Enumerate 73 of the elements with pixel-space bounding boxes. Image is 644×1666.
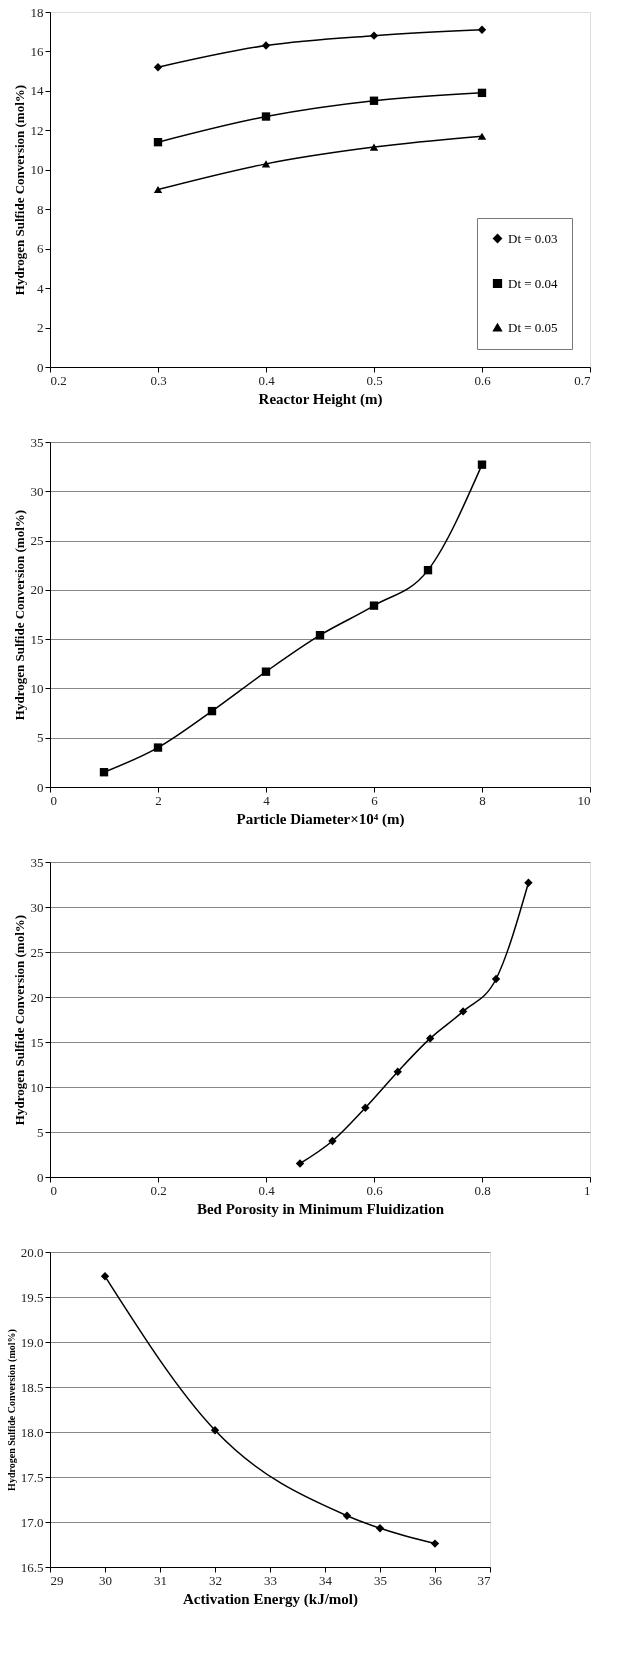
x-tick-label: 0.8: [474, 1182, 491, 1198]
x-tick-label: 37: [477, 1572, 491, 1588]
legend-label: Dt = 0.05: [508, 319, 558, 335]
y-tick-label: 35: [30, 434, 44, 450]
x-tick-label: 10: [577, 792, 591, 808]
x-tick-label: 0.2: [150, 1182, 167, 1198]
y-tick-label: 30: [30, 899, 44, 915]
y-tick-label: 6: [37, 241, 44, 257]
x-tick-label: 29: [50, 1572, 64, 1588]
x-tick-label: 0.6: [366, 1182, 384, 1198]
y-tick-label: 10: [30, 680, 44, 696]
y-tick-label: 15: [30, 1034, 44, 1050]
y-tick-label: 20: [30, 989, 44, 1005]
x-tick-label: 0.4: [258, 1182, 276, 1198]
y-tick-label: 25: [30, 944, 44, 960]
y-tick-label: 15: [30, 631, 44, 647]
legend-label: Dt = 0.04: [508, 275, 559, 291]
y-tick-label: 20: [30, 582, 44, 598]
y-tick-label: 16: [30, 43, 44, 59]
legend-label: Dt = 0.03: [508, 230, 558, 246]
y-tick-label: 25: [30, 533, 44, 549]
y-tick-label: 10: [30, 1079, 44, 1095]
point: [477, 460, 487, 469]
x-tick-label: 34: [319, 1572, 333, 1588]
x-tick-label: 0.5: [366, 372, 383, 388]
y-tick-label: 18.5: [20, 1379, 44, 1395]
y-tick-label: 17.0: [20, 1514, 44, 1530]
x-tick-label: 0.3: [150, 372, 167, 388]
y-tick-label: 2: [37, 320, 44, 336]
y-tick-label: 4: [37, 280, 44, 296]
x-axis-title: Reactor Height (m): [258, 390, 383, 408]
y-tick-label: 35: [30, 854, 44, 870]
y-tick-label: 17.5: [20, 1469, 44, 1485]
x-axis-title: Particle Diameter×10⁴ (m): [236, 810, 405, 828]
x-axis-title: Activation Energy (kJ/mol): [183, 1590, 358, 1608]
y-tick-label: 19.0: [20, 1334, 44, 1350]
y-tick-label: 0: [37, 359, 44, 375]
y-tick-label: 14: [30, 83, 44, 99]
x-tick-label: 35: [374, 1572, 387, 1588]
y-axis-title: Hydrogen Sulfide Conversion (mol%): [11, 509, 27, 721]
x-tick-label: 31: [154, 1572, 167, 1588]
y-axis-title: Hydrogen Sulfide Conversion (mol%): [11, 914, 27, 1126]
x-tick-label: 30: [99, 1572, 112, 1588]
x-tick-label: 6: [371, 792, 379, 808]
x-tick-label: 0.6: [474, 372, 492, 388]
y-tick-label: 30: [30, 483, 44, 499]
y-tick-label: 0: [37, 1169, 44, 1185]
x-tick-label: 4: [263, 792, 271, 808]
y-tick-label: 18: [30, 4, 44, 20]
x-tick-label: 0: [50, 1182, 57, 1198]
x-axis-title: Bed Porosity in Minimum Fluidization: [196, 1200, 445, 1217]
y-tick-label: 5: [37, 1124, 44, 1140]
y-axis-title: Hydrogen Sulfide Conversion (mol%): [5, 1329, 18, 1491]
y-tick-label: 19.5: [20, 1289, 44, 1305]
x-tick-label: 0: [50, 792, 57, 808]
x-tick-label: 32: [209, 1572, 222, 1588]
y-tick-label: 5: [37, 730, 44, 746]
x-tick-label: 0.2: [50, 372, 67, 388]
x-tick-label: 0.4: [258, 372, 276, 388]
x-tick-label: 8: [479, 792, 486, 808]
x-tick-label: 33: [264, 1572, 277, 1588]
y-tick-label: 0: [37, 779, 44, 795]
y-tick-label: 10: [30, 162, 44, 178]
y-tick-label: 16.5: [20, 1559, 44, 1575]
y-tick-label: 18.0: [20, 1424, 44, 1440]
y-tick-label: 12: [30, 122, 44, 138]
x-tick-label: 2: [155, 792, 162, 808]
x-tick-label: 36: [429, 1572, 443, 1588]
y-axis-title: Hydrogen Sulfide Conversion (mol%): [11, 84, 27, 296]
x-tick-label: 0.7: [574, 372, 591, 388]
y-tick-label: 8: [37, 201, 44, 217]
y-tick-label: 20.0: [20, 1244, 44, 1260]
x-tick-label: 1: [584, 1182, 591, 1198]
